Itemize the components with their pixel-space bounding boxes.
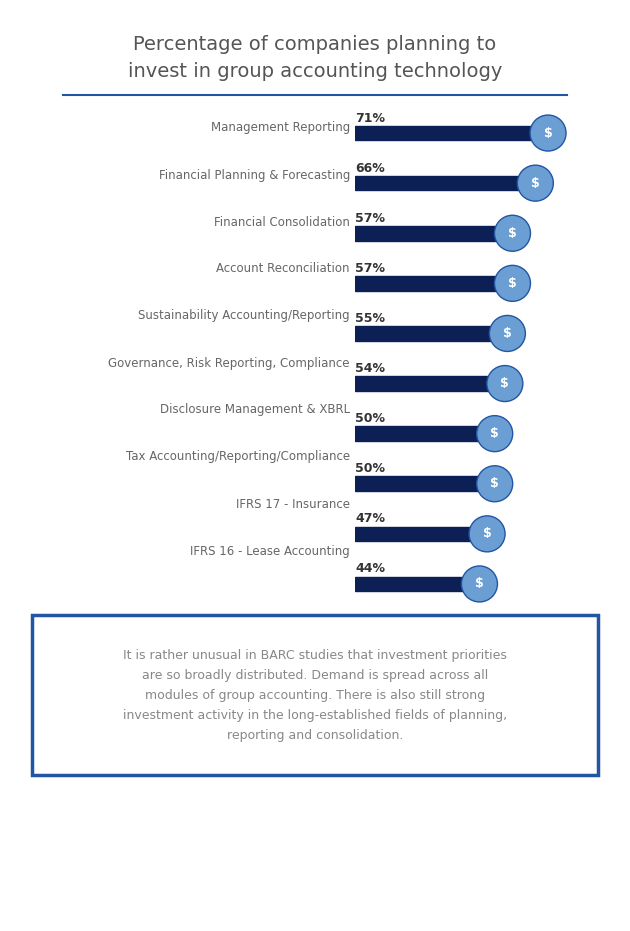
Bar (355, 126, 536, 141)
Text: IFRS 16 - Lease Accounting: IFRS 16 - Lease Accounting (190, 545, 350, 558)
Text: 66%: 66% (355, 162, 385, 175)
Text: IFRS 17 - Insurance: IFRS 17 - Insurance (236, 497, 350, 510)
Bar (355, 226, 500, 240)
Ellipse shape (495, 265, 530, 302)
Text: 71%: 71% (355, 112, 385, 125)
Text: Financial Planning & Forecasting: Financial Planning & Forecasting (159, 169, 350, 182)
Text: $: $ (508, 277, 517, 290)
Bar (355, 277, 500, 290)
Bar (355, 176, 523, 191)
Text: $: $ (490, 427, 499, 440)
Ellipse shape (461, 566, 498, 602)
Text: 54%: 54% (355, 362, 385, 375)
Text: 44%: 44% (355, 562, 385, 575)
Text: Tax Accounting/Reporting/Compliance: Tax Accounting/Reporting/Compliance (126, 451, 350, 464)
Bar (355, 576, 467, 591)
Ellipse shape (490, 316, 525, 351)
Bar (355, 426, 482, 441)
Text: 50%: 50% (355, 462, 385, 475)
FancyBboxPatch shape (32, 615, 598, 775)
Text: $: $ (483, 527, 491, 540)
Text: $: $ (531, 177, 540, 190)
Text: $: $ (490, 478, 499, 491)
Bar (355, 376, 492, 391)
Text: 57%: 57% (355, 211, 385, 224)
Text: Sustainability Accounting/Reporting: Sustainability Accounting/Reporting (139, 309, 350, 322)
Text: 47%: 47% (355, 512, 385, 525)
Text: Governance, Risk Reporting, Compliance: Governance, Risk Reporting, Compliance (108, 357, 350, 370)
Text: Management Reporting: Management Reporting (211, 122, 350, 134)
Text: $: $ (544, 127, 553, 140)
Ellipse shape (469, 516, 505, 552)
Ellipse shape (517, 165, 553, 201)
Ellipse shape (530, 115, 566, 151)
Text: $: $ (475, 577, 484, 590)
Text: invest in group accounting technology: invest in group accounting technology (128, 62, 502, 81)
Text: $: $ (503, 327, 512, 340)
Text: $: $ (500, 377, 509, 390)
Text: Financial Consolidation: Financial Consolidation (214, 215, 350, 228)
Text: 57%: 57% (355, 262, 385, 275)
Text: Disclosure Management & XBRL: Disclosure Management & XBRL (160, 403, 350, 416)
Text: Account Reconciliation: Account Reconciliation (217, 263, 350, 276)
Bar (355, 527, 474, 541)
Bar (355, 326, 495, 341)
Ellipse shape (487, 366, 523, 401)
Text: 50%: 50% (355, 412, 385, 425)
Text: Percentage of companies planning to: Percentage of companies planning to (134, 35, 496, 54)
Text: It is rather unusual in BARC studies that investment priorities
are so broadly d: It is rather unusual in BARC studies tha… (123, 649, 507, 741)
Ellipse shape (477, 415, 513, 452)
Bar (355, 477, 482, 491)
Text: $: $ (508, 227, 517, 240)
Text: What separates the best-in-class companies from laggards
when it comes to invest: What separates the best-in-class compani… (118, 864, 512, 896)
Ellipse shape (477, 466, 513, 502)
Ellipse shape (495, 215, 530, 251)
Text: 55%: 55% (355, 312, 385, 325)
